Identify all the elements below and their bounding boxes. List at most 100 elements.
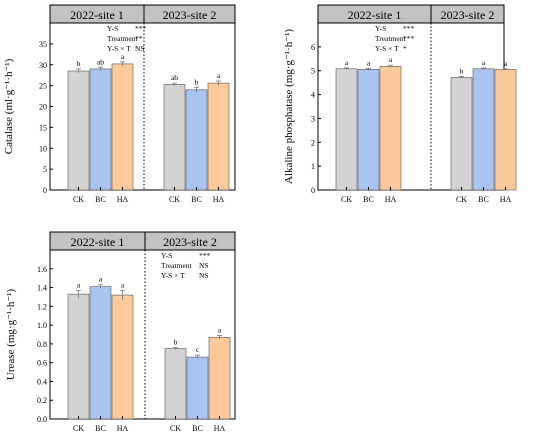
significance-letter: a [217, 71, 221, 80]
x-tick-label: BC [478, 195, 489, 204]
y-tick-label: 30 [39, 61, 47, 70]
stats-label: Y-S × T [375, 44, 399, 53]
x-tick-label: CK [169, 195, 180, 204]
significance-letter: a [121, 280, 125, 289]
significance-letter: c [196, 345, 200, 354]
plot-frame [49, 249, 236, 420]
significance-letter: b [174, 338, 178, 347]
y-tick-label: 3 [311, 114, 315, 123]
x-tick-label: BC [95, 195, 106, 204]
bar-CK [163, 84, 186, 191]
stats-value: *** [199, 251, 211, 260]
bar-BC [357, 68, 380, 191]
stats-value: *** [403, 24, 415, 33]
chart-1: 0 5 10 15 20 25 30 35 Catalase (ml·g⁻¹·h⁻¹) 2022-… [3, 4, 236, 204]
stats-label: Y-S [375, 24, 386, 33]
y-tick-label: 0.2 [37, 396, 47, 405]
significance-letter: b [195, 77, 199, 86]
significance-letter: a [77, 280, 81, 289]
bar-BC [472, 68, 495, 191]
stats-label: Treatment [161, 261, 192, 270]
bar-HA [111, 63, 134, 191]
x-tick-label: BC [363, 195, 374, 204]
x-tick-label: HA [117, 195, 129, 204]
panel-title: 2023-site 2 [163, 8, 217, 22]
significance-letter: a [218, 325, 222, 334]
panel-title: 2023-site 2 [441, 8, 495, 22]
y-tick-label: 0.4 [37, 377, 47, 386]
x-tick-label: CK [341, 195, 352, 204]
bar-BC [186, 356, 209, 420]
significance-letter: a [367, 58, 371, 67]
bar-CK [450, 77, 473, 191]
significance-letter: a [345, 58, 349, 67]
x-tick-label: BC [191, 195, 202, 204]
panel-title: 2023-site 2 [163, 235, 217, 249]
y-axis-label: Catalase (ml·g⁻¹·h⁻¹) [3, 58, 15, 154]
bar-CK [67, 70, 90, 191]
significance-letter: a [504, 59, 508, 68]
significance-letter: a [99, 275, 103, 284]
bar-CK [67, 293, 90, 420]
y-tick-label: 1.2 [37, 302, 47, 311]
y-tick-label: 20 [39, 103, 47, 112]
x-tick-label: HA [214, 424, 226, 433]
x-tick-label: CK [73, 195, 84, 204]
significance-letter: a [482, 58, 486, 67]
y-tick-label: 0.8 [37, 340, 47, 349]
stats-label: Y-S × T [107, 44, 131, 53]
y-tick-label: 0.0 [37, 415, 47, 424]
x-tick-label: HA [213, 195, 225, 204]
bar-HA [379, 66, 402, 191]
y-tick-label: 1 [311, 162, 315, 171]
y-tick-label: 5 [311, 67, 315, 76]
significance-letter: a [121, 52, 125, 61]
y-tick-label: 1.6 [37, 265, 47, 274]
y-tick-label: 2 [311, 138, 315, 147]
stats-value: NS [135, 44, 145, 53]
bar-HA [111, 294, 134, 420]
stats-label: Treatment [107, 34, 138, 43]
y-tick-label: 0.6 [37, 359, 47, 368]
bar-HA [207, 82, 230, 191]
stats-value: *** [403, 34, 415, 43]
stats-value: *** [135, 24, 147, 33]
y-axis-label: Urease (mg·g⁻¹·h⁻¹) [5, 289, 17, 381]
x-tick-label: CK [73, 424, 84, 433]
significance-letter: b [77, 59, 81, 68]
bar-HA [494, 69, 517, 191]
y-tick-label: 4 [311, 91, 315, 100]
x-tick-label: CK [456, 195, 467, 204]
chart-3: 0.0 0.2 0.4 0.6 0.8 1.0 1.2 1.4 1.6 Urease (mg·g⁻… [5, 231, 236, 433]
y-axis-label: Alkaline phosphatase (mg·g⁻¹·h⁻¹) [283, 29, 295, 184]
bar-BC [185, 89, 208, 191]
bar-HA [208, 337, 231, 420]
x-tick-label: HA [385, 195, 397, 204]
panel-title: 2022-site 1 [348, 8, 402, 22]
x-tick-label: CK [170, 424, 181, 433]
stats-label: Y-S [161, 251, 172, 260]
x-tick-label: HA [500, 195, 512, 204]
stats-value: NS [199, 271, 209, 280]
stats-label: Y-S × T [161, 271, 185, 280]
y-tick-label: 10 [39, 144, 47, 153]
significance-letter: ab [171, 73, 178, 82]
significance-letter: ab [97, 57, 104, 66]
significance-letter: a [389, 55, 393, 64]
stats-value: NS [199, 261, 209, 270]
bar-CK [335, 68, 358, 191]
chart-2: 0 1 2 3 4 5 6 Alkaline phosphatase (mg·g⁻¹·h⁻¹)… [283, 4, 517, 204]
x-tick-label: HA [117, 424, 129, 433]
y-tick-label: 15 [39, 123, 47, 132]
y-tick-label: 0 [311, 186, 315, 195]
y-tick-label: 5 [43, 165, 47, 174]
y-tick-label: 1.0 [37, 321, 47, 330]
stats-label: Treatment [375, 34, 406, 43]
stats-value: ** [135, 34, 143, 43]
y-tick-label: 35 [39, 40, 47, 49]
bar-CK [164, 348, 187, 420]
x-tick-label: BC [95, 424, 106, 433]
stats-label: Y-S [107, 24, 118, 33]
panel-title: 2022-site 1 [71, 235, 125, 249]
significance-letter: b [460, 66, 464, 75]
